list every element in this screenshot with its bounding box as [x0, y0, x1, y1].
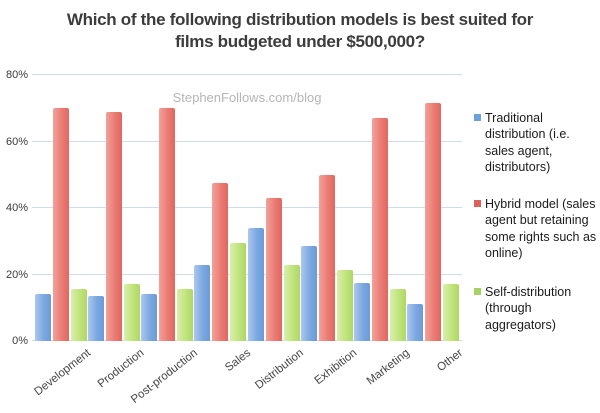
x-label-marketing: Marketing	[365, 347, 413, 388]
bar-exhibition-series0	[300, 246, 317, 341]
bar-post-production-series0	[141, 294, 158, 341]
bar-marketing-series1	[371, 118, 388, 341]
legend-item-hybrid: Hybrid model (sales agent but retaining …	[474, 196, 599, 261]
y-tick-20%: 20%	[5, 268, 28, 281]
bar-marketing-series0	[353, 282, 370, 341]
bar-sales-series1	[212, 183, 229, 341]
bar-group-development: Development	[33, 75, 93, 398]
legend: Traditional distribution (i.e. sales age…	[474, 0, 599, 413]
bar-group-post-production: Post-production	[129, 75, 200, 406]
y-tick-80%: 80%	[5, 69, 28, 81]
bar-marketing-series2	[389, 289, 406, 341]
bar-group-production: Production	[88, 75, 147, 390]
bar-group-marketing: Marketing	[353, 75, 412, 388]
bar-production-series1	[106, 111, 123, 341]
bar-other-series2	[442, 284, 459, 341]
bar-exhibition-series1	[318, 174, 335, 341]
x-label-development: Development	[32, 347, 94, 399]
chart-title: Which of the following distribution mode…	[0, 9, 600, 54]
legend-swatch-hybrid	[474, 200, 481, 207]
legend-swatch-traditional	[474, 114, 481, 121]
gridline-40%	[32, 207, 462, 208]
bar-other-series1	[424, 103, 441, 341]
bar-post-production-series1	[159, 108, 176, 341]
bar-sales-series2	[230, 242, 247, 341]
legend-item-traditional: Traditional distribution (i.e. sales age…	[474, 110, 599, 175]
x-label-exhibition: Exhibition	[312, 347, 360, 388]
x-label-other: Other	[435, 347, 466, 375]
watermark: StephenFollows.com/blog	[172, 90, 322, 105]
y-tick-0%: 0%	[12, 335, 28, 347]
legend-label-hybrid: Hybrid model (sales agent but retaining …	[485, 197, 597, 260]
chart-title-line2: films budgeted under $500,000?	[175, 32, 425, 52]
legend-item-self: Self-distribution (through aggregators)	[474, 284, 599, 333]
bar-group-distribution: Distribution	[247, 75, 306, 392]
bar-development-series1	[53, 108, 69, 341]
x-label-distribution: Distribution	[253, 347, 306, 392]
bar-group-sales: Sales	[194, 75, 253, 374]
bar-post-production-series2	[177, 289, 194, 341]
x-label-sales: Sales	[222, 347, 253, 375]
y-tick-40%: 40%	[5, 202, 28, 214]
bar-group-exhibition: Exhibition	[300, 75, 359, 387]
bar-production-series2	[124, 284, 141, 341]
bar-distribution-series1	[265, 198, 282, 341]
gridline-0%	[32, 340, 462, 341]
bar-exhibition-series2	[336, 269, 353, 341]
bar-production-series0	[88, 296, 105, 341]
gridline-60%	[32, 140, 462, 142]
bar-distribution-series2	[283, 264, 300, 341]
y-axis: 0% 20% 40% 60% 80%	[0, 69, 28, 347]
y-tick-60%: 60%	[5, 135, 28, 148]
bar-sales-series0	[194, 264, 211, 341]
gridline-80%	[32, 74, 462, 75]
x-label-production: Production	[95, 347, 147, 391]
legend-swatch-self	[474, 288, 481, 295]
bar-development-series2	[71, 289, 87, 341]
bar-other-series0	[406, 304, 423, 341]
gridline-20%	[32, 273, 462, 275]
bar-group-other: Other	[406, 75, 465, 374]
legend-label-traditional: Traditional distribution (i.e. sales age…	[485, 111, 570, 174]
bar-development-series0	[35, 294, 51, 341]
bar-groups: Development Production Post-production Sale…	[32, 75, 465, 406]
legend-label-self: Self-distribution (through aggregators)	[485, 285, 572, 332]
bar-distribution-series0	[247, 227, 264, 341]
chart-title-line1: Which of the following distribution mode…	[66, 10, 534, 29]
plot-area: StephenFollows.com/blog Development Produ…	[32, 74, 465, 406]
